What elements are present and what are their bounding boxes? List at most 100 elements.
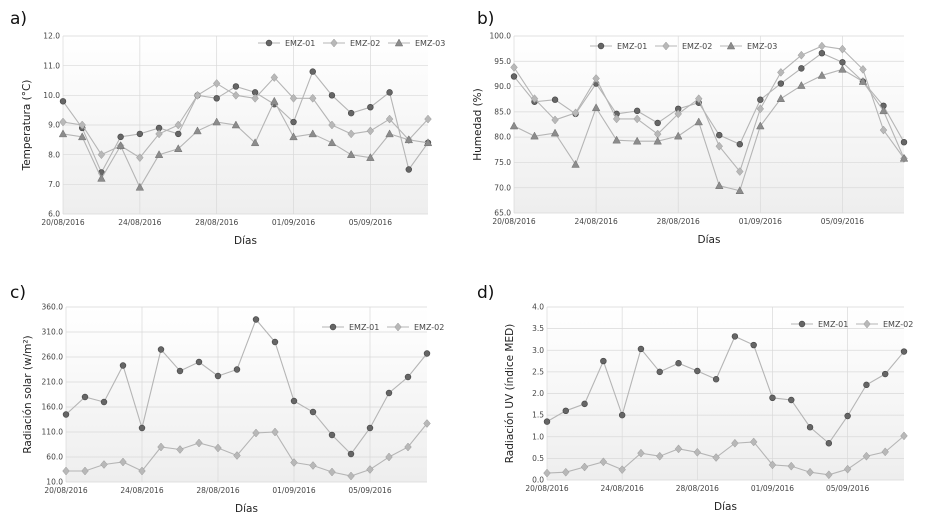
- y-tick-label: 110.0: [42, 428, 64, 437]
- legend-marker: [726, 41, 736, 50]
- x-tick-label: 20/08/2016: [44, 486, 87, 495]
- legend-marker: [662, 41, 670, 51]
- data-point: [825, 470, 833, 480]
- data-point: [328, 92, 336, 99]
- data-point: [716, 131, 723, 139]
- legend-label: EMZ-03: [415, 39, 445, 48]
- data-point: [530, 94, 539, 104]
- x-tick-label: 05/09/2016: [821, 217, 864, 226]
- data-point: [694, 117, 703, 126]
- data-point: [592, 74, 600, 83]
- data-point: [423, 350, 431, 357]
- data-point: [309, 408, 317, 416]
- x-axis-title: Días: [235, 503, 258, 515]
- x-tick-label: 28/08/2016: [657, 217, 700, 226]
- data-point: [81, 466, 89, 476]
- data-point: [736, 167, 744, 176]
- data-point: [551, 96, 559, 103]
- x-tick-label: 20/08/2016: [525, 484, 568, 493]
- data-point: [138, 466, 146, 476]
- data-point: [290, 118, 297, 126]
- data-point: [756, 104, 765, 114]
- series-line: [62, 70, 429, 174]
- data-point: [571, 108, 580, 118]
- data-point: [136, 153, 144, 163]
- data-point: [174, 144, 183, 152]
- y-tick-label: 10.0: [46, 478, 63, 487]
- data-point: [250, 138, 260, 147]
- chart-d-svg: d) 0.0 0.5 1.0 1.5 2.0 2.5 3.0 3.5 4.0 20/08/2016 2…: [477, 283, 913, 513]
- data-point: [386, 89, 393, 96]
- y-axis-title: Radiación solar (w/m²): [22, 335, 34, 453]
- data-point: [715, 181, 724, 189]
- data-point: [117, 133, 124, 141]
- x-tick-label: 01/09/2016: [272, 218, 315, 227]
- y-tick-label: 1.0: [532, 432, 544, 441]
- data-point: [157, 346, 165, 353]
- x-tick-label: 05/09/2016: [826, 484, 869, 493]
- data-point: [632, 136, 642, 145]
- x-tick-label: 24/08/2016: [574, 217, 617, 226]
- data-point: [787, 461, 795, 471]
- legend-marker: [394, 322, 402, 332]
- data-point: [309, 93, 317, 103]
- legend-label: EMZ-01: [285, 39, 315, 48]
- data-point: [289, 132, 298, 141]
- data-point: [290, 397, 298, 405]
- data-point: [232, 90, 240, 100]
- series-line: [62, 100, 429, 189]
- data-point: [309, 461, 317, 470]
- data-point: [290, 458, 298, 467]
- data-point: [404, 442, 412, 452]
- series-emz-01: [62, 316, 431, 458]
- data-point: [62, 411, 70, 418]
- data-point: [695, 94, 703, 104]
- y-tick-label: 160.0: [42, 403, 64, 412]
- data-point: [136, 130, 144, 138]
- series-emz-01: [543, 333, 908, 447]
- y-axis-title: Humedad (%): [472, 88, 484, 161]
- x-tick-label: 24/08/2016: [120, 486, 163, 495]
- series-line: [513, 45, 905, 173]
- plot-area: [66, 307, 427, 482]
- y-tick-label: 1.5: [532, 411, 544, 420]
- data-point: [116, 141, 125, 150]
- data-point: [736, 141, 743, 148]
- data-point: [176, 445, 184, 454]
- data-point: [289, 93, 298, 103]
- legend-label: EMZ-02: [414, 323, 444, 332]
- series-line: [65, 318, 428, 455]
- data-point: [825, 440, 833, 447]
- data-point: [654, 119, 661, 127]
- data-point: [232, 83, 240, 90]
- data-point: [882, 370, 889, 378]
- y-axis-title: Radiación UV (índice MED): [504, 324, 516, 464]
- data-point: [591, 103, 601, 112]
- data-point: [385, 114, 394, 124]
- y-tick-label: 12.0: [43, 32, 60, 41]
- data-point: [308, 129, 317, 138]
- legend-marker: [330, 38, 338, 48]
- data-point: [347, 129, 355, 139]
- legend: EMZ-01 EMZ-02: [791, 319, 913, 329]
- data-point: [881, 447, 889, 457]
- y-tick-label: 7.0: [48, 180, 60, 189]
- legend-label: EMZ-02: [350, 39, 380, 48]
- data-point: [271, 427, 279, 437]
- data-point: [195, 358, 203, 366]
- data-point: [633, 114, 641, 124]
- y-tick-label: 80.0: [494, 133, 511, 142]
- legend-marker: [329, 323, 337, 331]
- x-tick-label: 01/09/2016: [272, 486, 315, 495]
- legend-marker: [265, 39, 273, 47]
- panel-label: b): [477, 9, 494, 29]
- data-point: [509, 121, 519, 130]
- chart-panel-b: b) 65.0 70.0 75.0 80.0 85.0 90.0 95.0 100.0 20/08…: [467, 0, 934, 262]
- data-point: [694, 367, 701, 375]
- legend-label: EMZ-01: [818, 320, 848, 329]
- legend-label: EMZ-03: [747, 42, 777, 51]
- series-emz-03: [509, 64, 909, 194]
- data-point: [309, 68, 316, 75]
- legend-label: EMZ-02: [682, 42, 712, 51]
- data-point: [175, 130, 182, 138]
